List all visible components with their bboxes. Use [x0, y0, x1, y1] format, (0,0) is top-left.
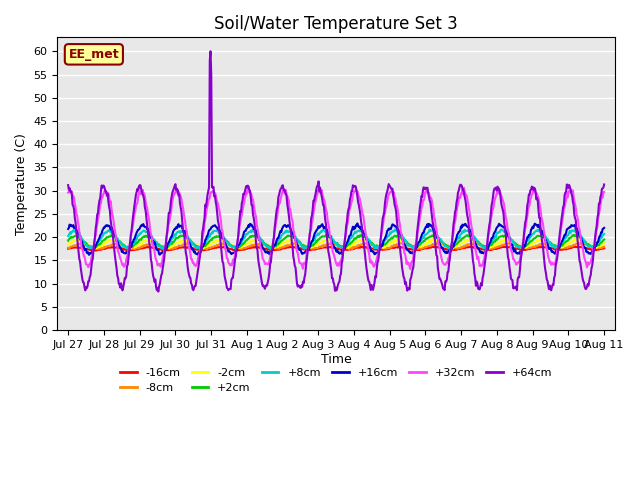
Text: EE_met: EE_met	[68, 48, 119, 61]
Title: Soil/Water Temperature Set 3: Soil/Water Temperature Set 3	[214, 15, 458, 33]
Legend: -16cm, -8cm, -2cm, +2cm, +8cm, +16cm, +32cm, +64cm: -16cm, -8cm, -2cm, +2cm, +8cm, +16cm, +3…	[116, 363, 557, 398]
X-axis label: Time: Time	[321, 353, 351, 366]
Y-axis label: Temperature (C): Temperature (C)	[15, 133, 28, 235]
